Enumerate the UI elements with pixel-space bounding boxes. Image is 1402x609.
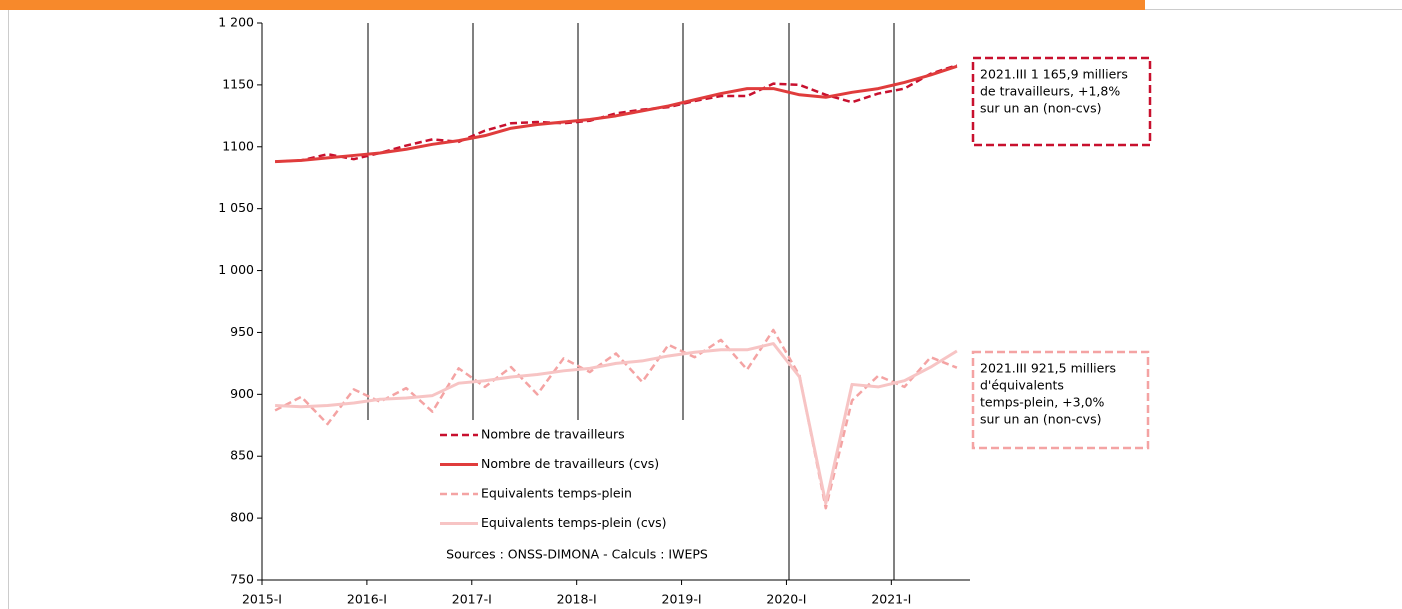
- legend-label: Nombre de travailleurs (cvs): [481, 456, 659, 471]
- annotation-box: [971, 350, 1150, 450]
- y-tick-label: 900: [230, 386, 254, 401]
- x-tick-label: 2017-I: [452, 592, 492, 607]
- y-tick-label: 1 200: [218, 15, 254, 30]
- x-tick-label: 2016-I: [347, 592, 387, 607]
- y-tick-label: 800: [230, 510, 254, 525]
- y-tick-label: 1100: [222, 138, 254, 153]
- header-bar: [0, 0, 1145, 10]
- legend-label: Equivalents temps-plein (cvs): [481, 515, 667, 530]
- y-tick-label: 1 050: [218, 200, 254, 215]
- annotation-text: 2021.III 1 165,9 milliers: [980, 67, 1128, 82]
- year-dividers: [367, 23, 895, 580]
- legend-label: Equivalents temps-plein: [481, 486, 632, 501]
- annotation-box: [971, 56, 1152, 147]
- y-tick-label: 750: [230, 572, 254, 587]
- series-line: [275, 64, 958, 164]
- y-tick-label: 1 000: [218, 262, 254, 277]
- annotation-text: 2021.III 921,5 milliers: [980, 361, 1116, 376]
- y-tick-label: 950: [230, 324, 254, 339]
- x-tick-label: 2020-I: [766, 592, 806, 607]
- annotation-text: de travailleurs, +1,8%: [980, 84, 1120, 99]
- x-tick-label: 2015-I: [242, 592, 282, 607]
- annotation-text: sur un an (non-cvs): [980, 412, 1101, 427]
- y-tick-label: 1150: [222, 76, 254, 91]
- series-line: [275, 64, 958, 163]
- annotation-text: temps-plein, +3,0%: [980, 395, 1105, 410]
- x-tick-label: 2021-I: [871, 592, 911, 607]
- annotation-text: sur un an (non-cvs): [980, 101, 1101, 116]
- series-line: [275, 342, 958, 505]
- source-note: Sources : ONSS-DIMONA - Calculs : IWEPS: [446, 547, 708, 562]
- x-tick-label: 2019-I: [662, 592, 702, 607]
- legend-label: Nombre de travailleurs: [481, 427, 625, 442]
- annotation-text: d'équivalents: [980, 378, 1064, 393]
- x-tick-label: 2018-I: [557, 592, 597, 607]
- series-line: [274, 328, 958, 510]
- y-tick-label: 850: [230, 448, 254, 463]
